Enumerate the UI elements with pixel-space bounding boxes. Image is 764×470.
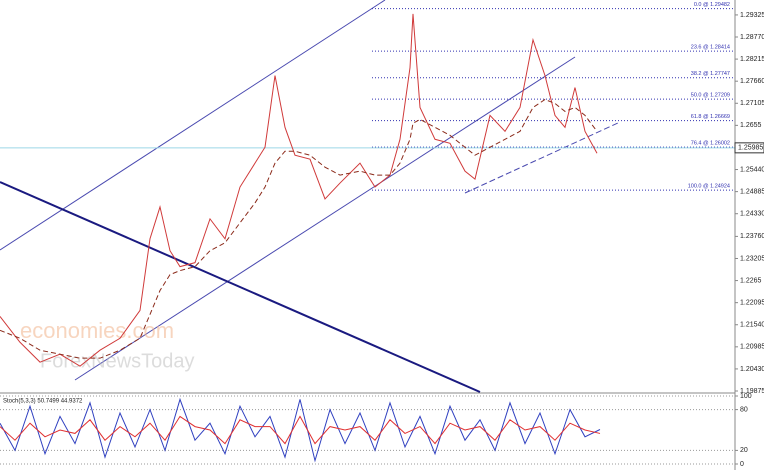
y-tick-label: 1.21540 — [740, 322, 764, 329]
fib-label: 50.0 @ 1.27209 — [691, 93, 730, 99]
fib-label: 61.8 @ 1.26669 — [691, 114, 730, 120]
fib-label: 38.2 @ 1.27747 — [691, 71, 730, 77]
watermark: ForexNewsToday — [40, 350, 195, 372]
y-tick-label: 100 — [740, 393, 752, 400]
fib-label: 0.0 @ 1.29482 — [694, 2, 730, 8]
channel-upper — [0, 0, 386, 251]
y-tick-label: 1.29325 — [740, 12, 764, 19]
y-tick-label: 1.19875 — [740, 388, 764, 395]
y-tick-label: 1.27105 — [740, 100, 764, 107]
y-tick-label: 1.22095 — [740, 299, 764, 306]
y-tick-label: 1.27660 — [740, 78, 764, 85]
fib-label: 23.6 @ 1.28414 — [691, 45, 730, 51]
y-tick-label: 1.2655 — [740, 122, 762, 129]
series-line — [0, 13, 598, 367]
y-tick-label: 1.23760 — [740, 233, 764, 240]
y-tick-label: 80 — [740, 406, 748, 413]
watermark: economies.com — [20, 318, 174, 343]
fib-label: 100.0 @ 1.24924 — [688, 184, 730, 190]
y-tick-label: 1.2265 — [740, 277, 762, 284]
y-tick-label: 1.24885 — [740, 188, 764, 195]
fib-label: 76.4 @ 1.26002 — [691, 141, 730, 147]
series-line — [0, 415, 601, 445]
y-tick-label: 20 — [740, 447, 748, 454]
y-tick-label: 0 — [740, 461, 744, 468]
y-tick-label: 1.20430 — [740, 366, 764, 373]
series-line — [0, 98, 598, 359]
dashed-trend-line — [464, 121, 621, 194]
series-line — [0, 397, 601, 463]
indicator-label: Stoch(5,3,3) 50.7499 44.9372 — [3, 399, 83, 405]
y-tick-label: 1.23205 — [740, 255, 764, 262]
y-tick-label: 1.24330 — [740, 211, 764, 218]
y-tick-label: 1.25440 — [740, 166, 764, 173]
y-tick-label: 1.28215 — [740, 56, 764, 63]
last-price-box — [734, 142, 764, 154]
y-tick-label: 1.28770 — [740, 34, 764, 41]
last-price-label: 1.25985 — [738, 145, 763, 152]
y-tick-label: 1.20985 — [740, 344, 764, 351]
trend-line — [0, 181, 481, 393]
channel-lower — [74, 56, 576, 381]
